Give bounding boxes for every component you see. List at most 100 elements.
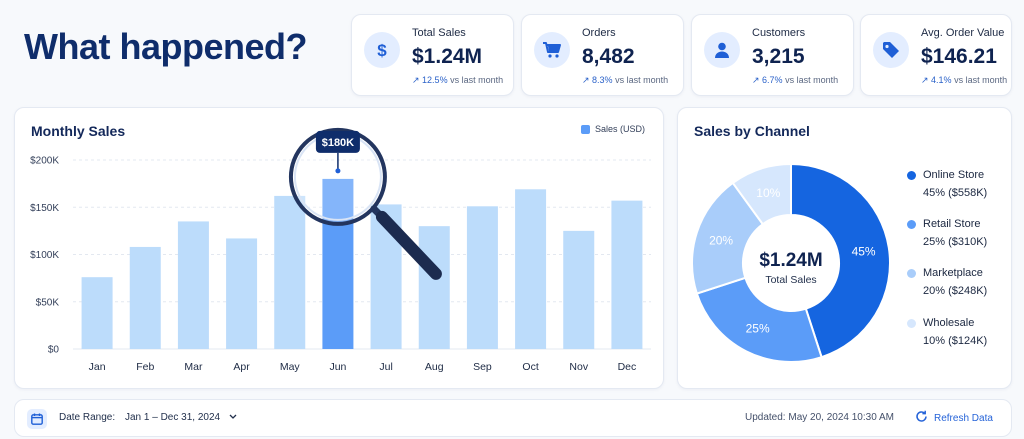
kpi-label: Orders <box>582 27 616 39</box>
legend-dot <box>907 319 916 328</box>
x-tick-label: Oct <box>522 361 538 373</box>
bar-jan <box>81 277 113 349</box>
kpi-value: 3,215 <box>752 45 805 68</box>
chevron-down-icon <box>229 412 237 423</box>
svg-text:$: $ <box>377 41 387 59</box>
sales-by-channel-chart: 45% 25% 20% 10% $1.24M Total Sales <box>691 162 891 363</box>
x-tick-label: Jun <box>329 361 346 373</box>
kpi-delta-text: vs last month <box>450 75 504 85</box>
kpi-delta: ↗ 8.3% vs last month <box>582 75 669 85</box>
slice-label: 25% <box>746 321 770 335</box>
kpi-delta-text: vs last month <box>785 75 839 85</box>
date-range-value: Jan 1 – Dec 31, 2024 <box>125 412 221 423</box>
footer-bar: Date Range: Jan 1 – Dec 31, 2024 Updated… <box>14 399 1012 437</box>
donut-center-value: $1.24M <box>759 250 822 271</box>
monthly-sales-card: Monthly Sales Sales (USD) $0 $50K $100K $15… <box>14 107 664 389</box>
value-callout-label: $180K <box>322 137 354 149</box>
legend-name: Retail Store <box>923 218 981 230</box>
legend-value: 25% ($310K) <box>923 236 988 248</box>
kpi-delta-text: vs last month <box>954 75 1008 85</box>
slice-online-store <box>790 162 891 359</box>
y-tick-label: $0 <box>48 345 60 356</box>
x-tick-label: Jan <box>89 361 106 373</box>
tag-icon <box>873 32 909 68</box>
y-tick-label: $50K <box>36 297 60 308</box>
bar-mar <box>177 221 209 349</box>
legend-name: Online Store <box>923 169 985 181</box>
donut-center-label: Total Sales <box>765 274 816 286</box>
legend-dot <box>907 269 916 278</box>
slice-wholesale <box>731 162 792 226</box>
kpi-value: 8,482 <box>582 45 635 68</box>
updated-timestamp: Updated: May 20, 2024 10:30 AM <box>745 412 894 423</box>
kpi-delta-value: 6.7% <box>762 75 783 85</box>
kpi-card-avg-order-value[interactable]: Avg. Order Value $146.21 ↗ 4.1% vs last … <box>860 14 1012 96</box>
kpi-card-orders[interactable]: Orders 8,482 ↗ 8.3% vs last month <box>521 14 684 96</box>
kpi-label: Avg. Order Value <box>921 27 1005 39</box>
legend-dot <box>907 220 916 229</box>
dollar-icon: $ <box>364 32 400 68</box>
page-title: What happened? <box>24 26 308 67</box>
legend-value: 10% ($124K) <box>923 335 988 347</box>
refresh-icon <box>915 410 928 426</box>
x-tick-label: Feb <box>136 361 154 373</box>
kpi-value: $146.21 <box>921 45 997 68</box>
date-range-select[interactable]: Jan 1 – Dec 31, 2024 <box>125 412 237 423</box>
magnifier-handle <box>375 210 442 280</box>
y-tick-label: $150K <box>30 203 59 214</box>
legend-name: Wholesale <box>923 317 975 329</box>
slice-label: 20% <box>709 233 733 247</box>
x-tick-label: Dec <box>618 361 637 373</box>
x-tick-label: Apr <box>233 361 250 373</box>
user-icon <box>704 32 740 68</box>
refresh-label: Refresh Data <box>934 412 993 424</box>
kpi-card-total-sales[interactable]: $ Total Sales $1.24M ↗ 12.5% vs last mon… <box>351 14 514 96</box>
bar-apr <box>226 238 258 349</box>
legend-name: Marketplace <box>923 267 983 279</box>
y-tick-label: $200K <box>30 156 59 167</box>
value-callout <box>315 130 360 153</box>
bar-nov <box>563 230 595 349</box>
kpi-delta-text: vs last month <box>615 75 669 85</box>
kpi-delta: ↗ 12.5% vs last month <box>412 75 504 85</box>
kpi-delta-value: 4.1% <box>931 75 952 85</box>
monthly-sales-chart: $0 $50K $100K $150K $200K Jan Feb Mar Apr May Jun J… <box>30 127 651 373</box>
bar-jun <box>322 178 354 349</box>
x-tick-label: May <box>280 361 301 373</box>
legend-dot <box>907 171 916 180</box>
slice-label: 45% <box>852 245 876 259</box>
bar-sep <box>466 206 498 349</box>
x-tick-label: Jul <box>379 361 392 373</box>
bar-feb <box>129 246 161 349</box>
bar-oct <box>515 189 547 349</box>
slice-label: 10% <box>756 186 780 200</box>
calendar-icon[interactable] <box>27 409 47 429</box>
legend-value: 45% ($558K) <box>923 187 988 199</box>
bar-may <box>274 195 306 349</box>
chart-legend: Sales (USD) <box>580 124 645 134</box>
date-range-label: Date Range: <box>59 412 116 423</box>
x-tick-label: Mar <box>184 361 203 373</box>
kpi-delta: ↗ 4.1% vs last month <box>921 75 1008 85</box>
y-tick-label: $100K <box>30 250 59 261</box>
x-tick-label: Nov <box>569 361 588 373</box>
channel-title: Sales by Channel <box>694 123 810 139</box>
refresh-data-button[interactable]: Refresh Data <box>915 410 993 426</box>
donut-hole <box>744 216 838 310</box>
cart-icon <box>534 32 570 68</box>
monthly-sales-title: Monthly Sales <box>31 123 126 139</box>
kpi-label: Customers <box>752 27 806 39</box>
kpi-delta: ↗ 6.7% vs last month <box>752 75 839 85</box>
x-tick-label: Sep <box>473 361 492 373</box>
kpi-delta-value: 8.3% <box>592 75 613 85</box>
bar-dec <box>611 200 643 349</box>
legend-value: 20% ($248K) <box>923 285 988 297</box>
legend-label: Sales (USD) <box>594 124 645 134</box>
x-tick-label: Aug <box>425 361 444 373</box>
kpi-value: $1.24M <box>412 45 483 68</box>
sales-by-channel-card: Sales by Channel 45% 25% 20% 10% $1.24M Total… <box>677 107 1012 389</box>
slice-marketplace <box>691 181 765 295</box>
kpi-label: Total Sales <box>412 27 466 39</box>
kpi-card-customers[interactable]: Customers 3,215 ↗ 6.7% vs last month <box>691 14 854 96</box>
magnifier-lens <box>288 127 387 226</box>
